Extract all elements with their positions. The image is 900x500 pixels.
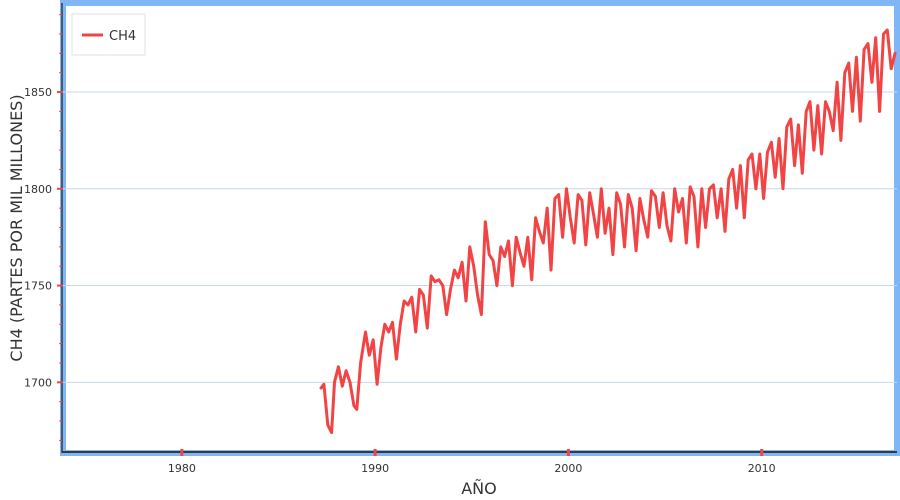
ticks: 1700 1750 1800 1850 1980 1990 2000 2010: [24, 14, 776, 475]
series-group: [319, 28, 897, 435]
plot-frame: [60, 0, 900, 456]
axes: [61, 3, 897, 453]
legend: CH4: [71, 13, 146, 56]
x-tick-label-2010: 2010: [748, 462, 776, 475]
gridlines: [62, 91, 897, 383]
y-axis-title: CH4 (PARTES POR MIL MILLONES): [7, 94, 26, 361]
y-tick-label-1850: 1850: [24, 86, 52, 99]
x-tick-label-2000: 2000: [554, 462, 582, 475]
y-tick-label-1750: 1750: [24, 280, 52, 293]
series-line-ch4: [319, 28, 897, 435]
x-tick-label-1990: 1990: [361, 462, 389, 475]
x-tick-label-1980: 1980: [168, 462, 196, 475]
x-axis-title: AÑO: [461, 479, 497, 498]
y-tick-label-1700: 1700: [24, 376, 52, 389]
y-tick-label-1800: 1800: [24, 183, 52, 196]
legend-label-ch4: CH4: [109, 29, 136, 44]
